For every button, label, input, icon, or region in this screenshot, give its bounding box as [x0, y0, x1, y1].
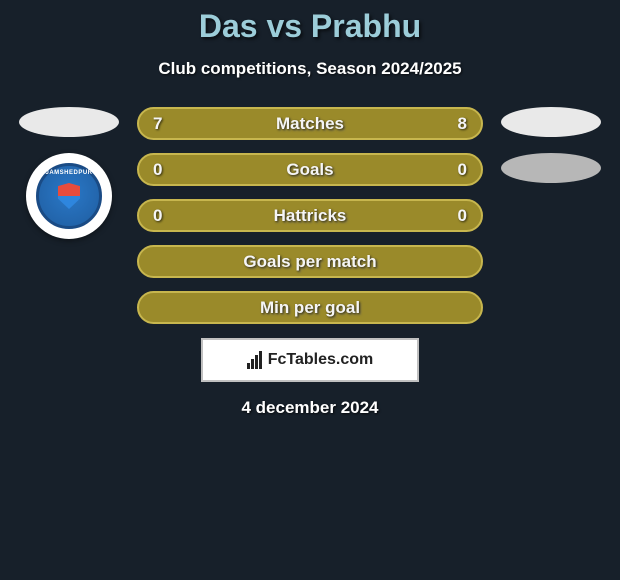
chart-icon: [247, 351, 262, 369]
stat-label: Min per goal: [260, 298, 360, 318]
right-country-oval-1: [501, 107, 601, 137]
stat-left-value: 0: [153, 160, 162, 180]
date-text: 4 december 2024: [0, 398, 620, 418]
stat-label: Goals: [286, 160, 333, 180]
stat-label: Hattricks: [274, 206, 347, 226]
stat-label: Goals per match: [243, 252, 376, 272]
stat-right-value: 0: [458, 160, 467, 180]
stat-row: 0 Hattricks 0: [137, 199, 483, 232]
footer-brand-badge: FcTables.com: [201, 338, 419, 382]
stat-left-value: 7: [153, 114, 162, 134]
left-country-oval: [19, 107, 119, 137]
footer-brand-text: FcTables.com: [268, 351, 374, 369]
stats-column: 7 Matches 8 0 Goals 0 0 Hattricks 0 Goals per mat…: [137, 107, 483, 324]
right-country-oval-2: [501, 153, 601, 183]
left-club-badge: JAMSHEDPUR: [26, 153, 112, 239]
page-title: Das vs Prabhu: [0, 8, 620, 45]
page-subtitle: Club competitions, Season 2024/2025: [0, 59, 620, 79]
stat-row: 7 Matches 8: [137, 107, 483, 140]
badge-inner: JAMSHEDPUR: [36, 163, 102, 229]
badge-text: JAMSHEDPUR: [45, 170, 92, 176]
stat-left-value: 0: [153, 206, 162, 226]
stat-row: 0 Goals 0: [137, 153, 483, 186]
stat-row: Min per goal: [137, 291, 483, 324]
shield-icon: [58, 183, 80, 209]
stat-row: Goals per match: [137, 245, 483, 278]
stat-label: Matches: [276, 114, 344, 134]
stat-right-value: 8: [458, 114, 467, 134]
content-row: JAMSHEDPUR 7 Matches 8 0 Goals 0 0 Hattricks 0 Go…: [0, 107, 620, 324]
stat-right-value: 0: [458, 206, 467, 226]
comparison-card: Das vs Prabhu Club competitions, Season …: [0, 0, 620, 418]
right-side: [501, 107, 601, 183]
left-side: JAMSHEDPUR: [19, 107, 119, 239]
